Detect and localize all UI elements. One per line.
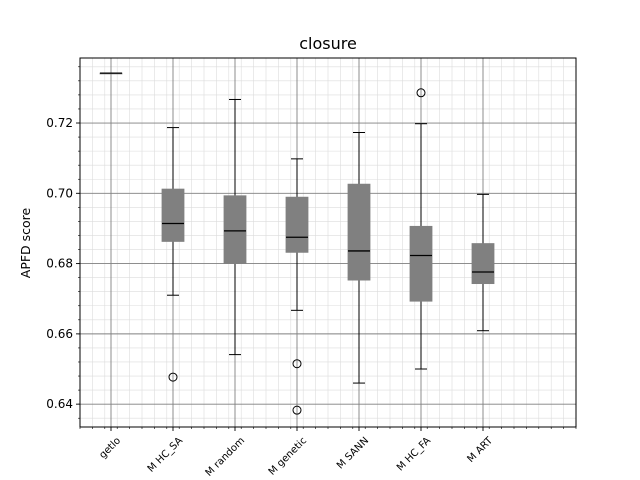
x-tick-label: M HC_SA <box>146 435 185 474</box>
axis-ticks <box>76 66 577 431</box>
outlier-point <box>292 405 302 415</box>
box-iqr <box>471 243 495 285</box>
y-tick-label: 0.68 <box>46 257 73 271</box>
y-tick-label: 0.70 <box>46 186 73 200</box>
x-tick-label: M random <box>204 435 248 479</box>
box-iqr <box>409 225 433 302</box>
x-tick-label: M ART <box>465 435 495 465</box>
x-tick-labels: getlo M HC_SA M random M genetic M SANN M HC_… <box>97 435 495 479</box>
box-m-hc-fa <box>409 88 433 370</box>
box-iqr <box>285 196 309 253</box>
box-iqr <box>161 188 185 242</box>
chart-title: closure <box>299 34 357 53</box>
box-m-hc-sa <box>161 127 185 382</box>
y-tick-label: 0.72 <box>46 116 73 130</box>
box-m-genetic <box>285 158 309 415</box>
y-tick-label: 0.64 <box>46 397 73 411</box>
box-getlo <box>99 72 123 75</box>
box-iqr <box>223 195 247 264</box>
y-tick-labels: 0.64 0.66 0.68 0.70 0.72 <box>46 116 73 411</box>
outlier-point <box>292 359 302 369</box>
x-tick-label: M genetic <box>267 435 309 477</box>
box-iqr <box>347 183 371 281</box>
boxes <box>99 72 495 415</box>
y-tick-label: 0.66 <box>46 327 73 341</box>
box-m-sann <box>347 132 371 384</box>
minor-grid <box>79 58 577 427</box>
outlier-point <box>416 88 426 98</box>
x-tick-label: M HC_FA <box>395 435 433 473</box>
box-m-art <box>471 193 495 332</box>
y-axis-label: APFD score <box>18 207 33 278</box>
x-tick-label: M SANN <box>335 435 371 471</box>
x-tick-label: getlo <box>97 435 123 461</box>
outlier-point <box>168 372 178 382</box>
box-m-random <box>223 98 247 356</box>
